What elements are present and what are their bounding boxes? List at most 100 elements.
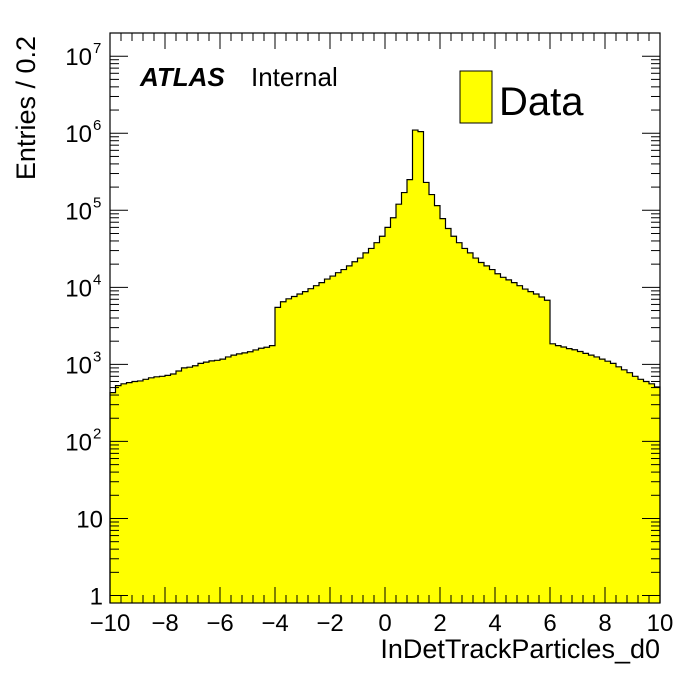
histogram-bar xyxy=(462,248,468,604)
histogram-bar xyxy=(291,296,298,603)
histogram-bar xyxy=(324,279,331,603)
y-tick-label: 10 xyxy=(65,198,92,225)
histogram-bar xyxy=(511,282,518,603)
histogram-bar xyxy=(335,272,342,603)
histogram-bar xyxy=(363,252,369,604)
histogram-bar xyxy=(478,262,485,603)
histogram-bar xyxy=(583,353,589,603)
histogram-bar xyxy=(198,363,204,603)
x-axis-title: InDetTrackParticles_d0 xyxy=(380,634,660,664)
histogram-bar xyxy=(528,291,534,603)
histogram-bar xyxy=(517,285,523,603)
histogram-bar xyxy=(539,296,545,603)
histogram-bar xyxy=(396,204,402,603)
histogram-bar xyxy=(632,376,639,603)
histogram-bar xyxy=(445,228,452,603)
histogram-bar xyxy=(192,365,199,603)
histogram-bar xyxy=(154,376,160,603)
y-tick-label: 10 xyxy=(65,275,92,302)
histogram-bar xyxy=(253,349,259,603)
histogram-bar xyxy=(357,258,364,603)
y-tick-exponent: 7 xyxy=(93,40,101,57)
atlas-label: ATLAS xyxy=(139,62,225,92)
histogram-bar xyxy=(412,130,419,603)
histogram-bar xyxy=(225,356,232,603)
x-tick-label: 4 xyxy=(488,610,501,637)
histogram-bar xyxy=(341,269,347,603)
internal-label: Internal xyxy=(251,62,338,92)
histogram-bar xyxy=(566,348,573,603)
histogram-bar xyxy=(115,385,122,603)
histogram-bar xyxy=(533,293,540,603)
histogram-bar xyxy=(599,359,606,603)
histogram-bar xyxy=(550,343,556,603)
y-tick-label: 1 xyxy=(90,584,103,611)
y-tick-exponent: 4 xyxy=(93,271,101,288)
x-tick-label: −8 xyxy=(151,610,178,637)
histogram-bar xyxy=(374,242,380,603)
x-tick-label: −10 xyxy=(90,610,131,637)
histogram-bar xyxy=(242,352,248,603)
histogram-bar xyxy=(594,356,600,603)
histogram-bar xyxy=(588,355,595,603)
y-tick-label: 10 xyxy=(65,121,92,148)
histogram-bar xyxy=(544,300,551,603)
histogram-bar xyxy=(456,242,463,603)
histogram-bar xyxy=(489,269,496,603)
histogram-bar xyxy=(506,279,512,603)
histogram-bar xyxy=(236,353,243,603)
histogram-bar xyxy=(423,182,430,603)
histogram-bar xyxy=(137,380,144,603)
y-tick-label: 10 xyxy=(65,44,92,71)
y-tick-label: 10 xyxy=(65,429,92,456)
histogram-bar xyxy=(440,218,446,603)
histogram-bar xyxy=(148,377,155,603)
histogram-bar xyxy=(280,301,287,603)
histogram-bar xyxy=(467,252,474,604)
histogram-bar xyxy=(390,217,397,603)
y-tick-label: 10 xyxy=(65,352,92,379)
histogram-bar xyxy=(368,248,375,604)
y-axis-title: Entries / 0.2 xyxy=(11,36,41,180)
histogram-bar xyxy=(159,376,166,603)
x-tick-label: −4 xyxy=(261,610,288,637)
histogram-bar xyxy=(165,375,171,603)
histogram-bar xyxy=(132,381,138,603)
x-tick-label: 2 xyxy=(433,610,446,637)
histogram-bar xyxy=(110,392,116,603)
histogram-bar xyxy=(434,205,441,603)
histogram-bar xyxy=(610,363,617,603)
histogram-layer xyxy=(109,129,661,604)
histogram-bar xyxy=(346,265,353,603)
y-tick-exponent: 6 xyxy=(93,117,101,134)
histogram-bar xyxy=(308,288,314,603)
histogram-bar xyxy=(577,351,584,603)
histogram-bar xyxy=(286,298,292,603)
histogram-bar xyxy=(638,379,644,603)
histogram-bar xyxy=(302,291,309,603)
histogram-bar xyxy=(170,374,177,603)
x-tick-label: 8 xyxy=(598,610,611,637)
histogram-bar xyxy=(429,194,435,603)
histogram-bar xyxy=(258,348,265,603)
histogram-bar xyxy=(418,131,424,603)
histogram-bar xyxy=(649,383,655,603)
plot-frame xyxy=(109,32,661,604)
histogram-bar xyxy=(605,361,611,603)
histogram-bar xyxy=(522,289,529,603)
y-tick-exponent: 5 xyxy=(93,194,101,211)
histogram-bar xyxy=(572,349,578,603)
histogram-bar xyxy=(126,382,133,603)
x-tick-label: −6 xyxy=(206,610,233,637)
histogram-bar xyxy=(247,351,254,603)
histogram-bar xyxy=(143,379,149,603)
histogram-bar xyxy=(500,277,507,603)
histogram-bar xyxy=(176,371,182,603)
histogram-bar xyxy=(220,359,226,603)
histogram-bar xyxy=(473,258,479,603)
histogram-bar xyxy=(297,293,303,603)
histogram-bar xyxy=(203,362,210,603)
